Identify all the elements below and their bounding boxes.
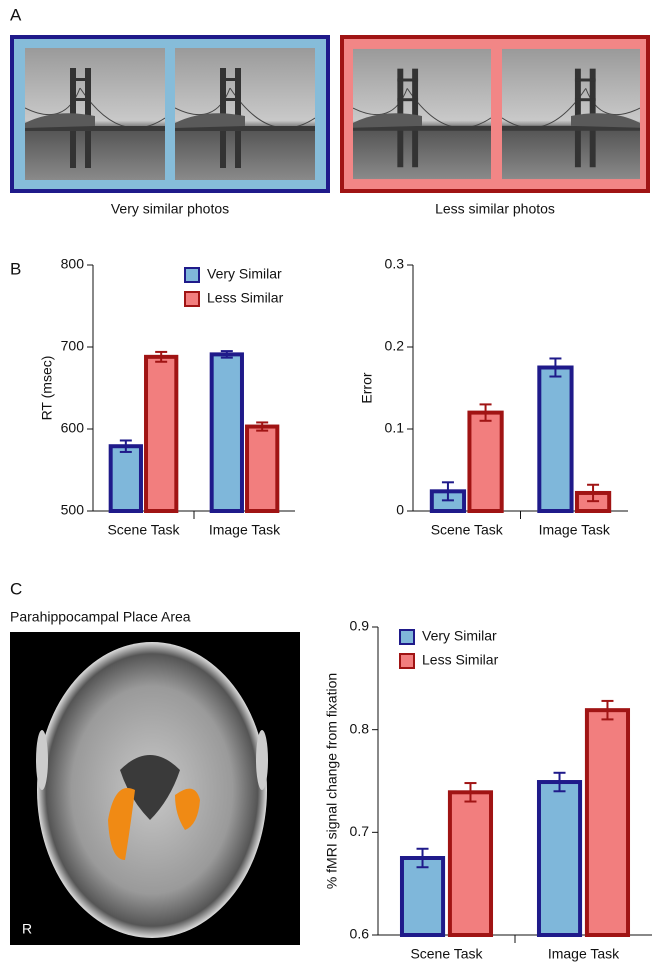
x-tick-label: Scene Task bbox=[410, 946, 483, 962]
brain-title: Parahippocampal Place Area bbox=[10, 609, 191, 625]
ear bbox=[36, 730, 48, 790]
bar bbox=[247, 427, 277, 511]
caption: Less similar photos bbox=[435, 201, 555, 217]
figure: A B C Very similar photos Less similar p… bbox=[0, 0, 654, 966]
ear bbox=[256, 730, 268, 790]
bar bbox=[539, 782, 580, 935]
legend-swatch bbox=[185, 292, 199, 306]
panel-label: B bbox=[10, 259, 21, 278]
y-tick-label: 0.3 bbox=[385, 256, 405, 272]
y-tick-label: 0.2 bbox=[385, 338, 405, 354]
y-tick-label: 0.8 bbox=[350, 720, 370, 736]
legend-label: Very Similar bbox=[422, 628, 497, 644]
bar bbox=[539, 368, 571, 512]
caption: Very similar photos bbox=[111, 201, 229, 217]
legend-label: Less Similar bbox=[207, 290, 284, 306]
y-tick-label: 0.9 bbox=[350, 618, 370, 634]
y-tick-label: 0.1 bbox=[385, 420, 405, 436]
y-tick-label: 600 bbox=[61, 420, 85, 436]
bar bbox=[402, 858, 443, 935]
x-tick-label: Scene Task bbox=[431, 522, 504, 538]
legend-swatch bbox=[400, 630, 414, 644]
y-tick-label: 0.6 bbox=[350, 926, 370, 942]
x-tick-label: Image Task bbox=[548, 946, 620, 962]
panel-label: A bbox=[10, 5, 22, 24]
y-axis-label: RT (msec) bbox=[39, 356, 55, 421]
photo bbox=[353, 49, 491, 179]
legend-swatch bbox=[400, 654, 414, 668]
panel-label: C bbox=[10, 579, 22, 598]
y-tick-label: 700 bbox=[61, 338, 85, 354]
x-tick-label: Image Task bbox=[209, 522, 281, 538]
x-tick-label: Image Task bbox=[539, 522, 611, 538]
bar bbox=[146, 357, 176, 511]
x-tick-label: Scene Task bbox=[107, 522, 180, 538]
legend-label: Very Similar bbox=[207, 266, 282, 282]
y-tick-label: 500 bbox=[61, 502, 85, 518]
photo bbox=[502, 49, 640, 179]
bar bbox=[111, 446, 141, 511]
y-axis-label: % fMRI signal change from fixation bbox=[324, 673, 340, 889]
bar bbox=[587, 710, 628, 935]
bar bbox=[469, 413, 501, 511]
photo bbox=[175, 48, 315, 180]
bar bbox=[450, 792, 491, 935]
legend-label: Less Similar bbox=[422, 652, 499, 668]
y-tick-label: 0 bbox=[396, 502, 404, 518]
side-label: R bbox=[22, 921, 32, 937]
bar bbox=[212, 354, 242, 511]
y-tick-label: 800 bbox=[61, 256, 85, 272]
legend-swatch bbox=[185, 268, 199, 282]
photo bbox=[25, 48, 165, 180]
y-tick-label: 0.7 bbox=[350, 823, 370, 839]
y-axis-label: Error bbox=[359, 372, 375, 403]
